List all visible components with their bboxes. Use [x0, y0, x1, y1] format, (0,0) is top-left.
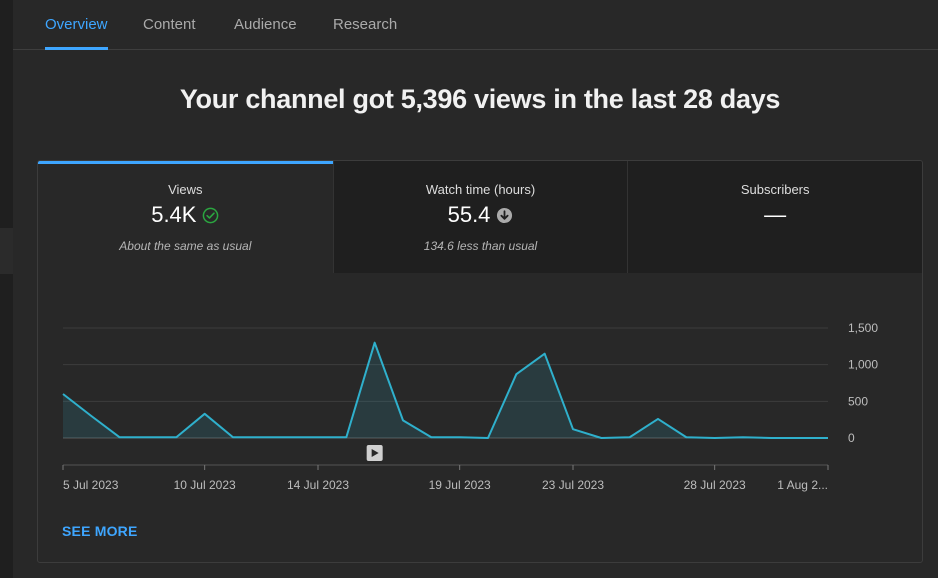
tab-overview[interactable]: Overview — [45, 0, 108, 50]
metric-tab-subscribers[interactable]: Subscribers — — [627, 161, 922, 273]
x-tick-label: 23 Jul 2023 — [542, 478, 604, 492]
tab-research[interactable]: Research — [333, 16, 398, 33]
x-tick-label: 28 Jul 2023 — [684, 478, 746, 492]
play-icon-glyph — [371, 449, 379, 457]
views-line — [62, 341, 828, 439]
metric-value-row: 5.4K — [38, 202, 333, 228]
y-tick-label: 1,000 — [848, 358, 878, 372]
see-more-link[interactable]: SEE MORE — [62, 523, 138, 539]
metric-label: Subscribers — [740, 182, 810, 197]
tab-audience[interactable]: Audience — [234, 16, 297, 33]
metric-label: Views — [168, 182, 203, 197]
metric-tab-views[interactable]: Views 5.4K About the same as usual — [38, 161, 333, 273]
x-tick-label: 5 Jul 2023 — [63, 478, 119, 492]
metric-label: Watch time (hours) — [425, 182, 536, 197]
check-circle-icon — [203, 207, 219, 223]
metric-value: 5.4K — [151, 202, 197, 227]
metric-comparison-note: 134.6 less than usual — [423, 239, 538, 253]
x-tick-label: 1 Aug 2... — [777, 478, 828, 492]
metric-value-row: — — [628, 202, 922, 228]
sidebar-edge-marker — [0, 228, 13, 274]
overview-card: Views 5.4K About the same as usual Watch… — [37, 160, 923, 563]
analytics-tab-bar: Overview Content Audience Research — [13, 0, 938, 50]
views-chart: 1,500 1,000 500 0 5 Jul 2023 10 Jul 2023 14 Ju… — [62, 321, 878, 492]
metric-tab-watch-time[interactable]: Watch time (hours) 55.4 134.6 less than … — [332, 161, 628, 273]
metric-value: — — [764, 202, 787, 227]
views-area — [63, 342, 828, 438]
metric-value-row: 55.4 — [334, 202, 628, 228]
x-tick-label: 19 Jul 2023 — [429, 478, 491, 492]
page-headline: Your channel got 5,396 views in the last… — [179, 84, 781, 114]
metric-comparison-note: About the same as usual — [119, 239, 252, 253]
arrow-down-circle-icon — [497, 207, 513, 223]
metric-tabs: Views 5.4K About the same as usual Watch… — [38, 161, 922, 273]
y-tick-label: 0 — [848, 431, 855, 445]
tab-content[interactable]: Content — [143, 16, 196, 33]
x-tick-label: 14 Jul 2023 — [287, 478, 349, 492]
metric-value: 55.4 — [447, 202, 491, 227]
y-tick-label: 500 — [848, 394, 868, 408]
left-sidebar-edge — [0, 0, 13, 578]
y-tick-label: 1,500 — [848, 321, 878, 335]
x-tick-label: 10 Jul 2023 — [174, 478, 236, 492]
